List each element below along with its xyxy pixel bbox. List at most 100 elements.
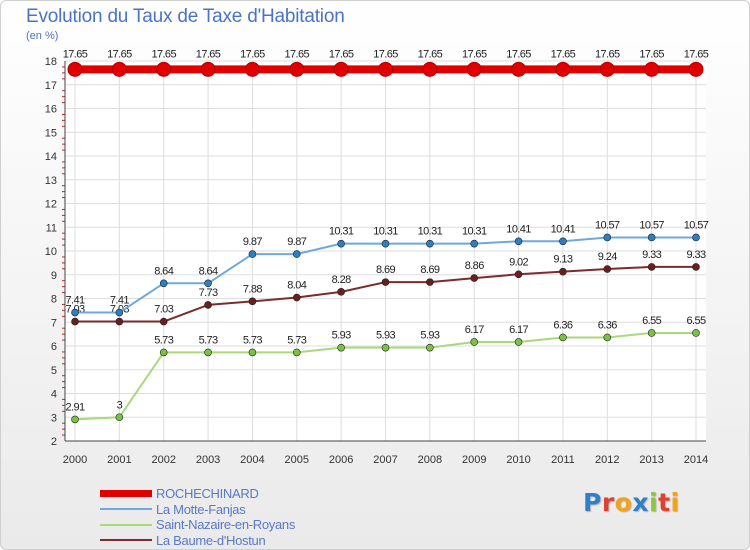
- data-point: [381, 343, 390, 352]
- data-label: 5.73: [287, 334, 306, 346]
- data-point: [378, 61, 393, 77]
- legend-label: La Baume-d'Hostun: [156, 532, 266, 548]
- data-point: [514, 237, 523, 246]
- data-point: [111, 61, 127, 77]
- data-label: 17.65: [329, 48, 354, 60]
- data-point: [603, 265, 612, 273]
- data-point: [381, 278, 390, 286]
- data-point: [514, 338, 523, 346]
- x-tick-label: 2011: [551, 454, 575, 466]
- data-label: 8.64: [154, 265, 173, 277]
- y-tick-label: 10: [45, 246, 57, 258]
- data-label: 5.93: [376, 330, 395, 342]
- series-saint-nazaire-en-royans: 2.91 3 5.73 5.73 5.73 5.73 5.93 5.93 5.93 6.17 6.1…: [65, 315, 707, 424]
- data-point: [71, 317, 79, 326]
- data-point: [381, 239, 390, 248]
- x-tick-label: 2007: [373, 454, 397, 466]
- data-label: 8.86: [465, 260, 484, 272]
- legend-swatch: [100, 523, 152, 526]
- data-point: [248, 250, 257, 258]
- legend-item-saint-nazaire-en-royans[interactable]: Saint-Nazaire-en-Royans: [100, 517, 295, 533]
- y-tick-label: 12: [45, 199, 57, 211]
- data-point: [337, 288, 345, 296]
- y-axis-unit-label: (en %): [26, 30, 59, 42]
- data-label: 10.57: [639, 219, 664, 231]
- data-label: 5.73: [243, 334, 262, 346]
- data-label: 10.31: [462, 226, 487, 238]
- data-point: [470, 239, 479, 248]
- data-point: [156, 61, 172, 77]
- y-tick-label: 14: [45, 151, 57, 163]
- data-label: 10.31: [418, 226, 443, 238]
- data-point: [466, 61, 482, 77]
- series-la-motte-fanjas: 7.41 7.41 8.64 8.64 9.87 9.87 10.31 10.31 10.31 1…: [65, 219, 709, 317]
- y-tick-label: 15: [45, 127, 57, 139]
- data-label: 5.93: [420, 330, 439, 342]
- logo-letter: i: [670, 488, 680, 517]
- data-label: 6.36: [598, 319, 617, 331]
- legend-label: ROCHECHINARD: [156, 486, 259, 502]
- chart-legend: ROCHECHINARD La Motte-Fanjas Saint-Nazai…: [100, 486, 295, 548]
- proxiti-logo: Proxiti: [583, 490, 680, 515]
- legend-item-la-motte-fanjas[interactable]: La Motte-Fanjas: [100, 502, 295, 518]
- data-label: 17.65: [285, 48, 310, 60]
- data-label: 6.17: [509, 324, 528, 336]
- data-point: [426, 343, 434, 352]
- data-point: [555, 61, 571, 77]
- y-tick-label: 9: [51, 270, 57, 282]
- y-tick-label: 7: [51, 317, 57, 329]
- data-label: 9.13: [553, 254, 572, 266]
- y-tick-label: 8: [51, 294, 57, 306]
- data-point: [67, 61, 83, 77]
- data-label: 17.65: [462, 48, 487, 60]
- data-point: [200, 61, 216, 77]
- data-point: [426, 239, 434, 248]
- data-label: 17.65: [63, 48, 88, 60]
- x-tick-label: 2002: [151, 454, 175, 466]
- data-label: 17.65: [107, 48, 132, 60]
- logo-letter: i: [649, 488, 659, 517]
- y-tick-label: 6: [51, 341, 57, 353]
- data-label: 10.31: [329, 226, 354, 238]
- data-point: [159, 317, 168, 326]
- data-label: 9.24: [598, 251, 617, 263]
- data-point: [204, 279, 212, 288]
- data-label: 7.73: [199, 287, 218, 299]
- x-tick-label: 2013: [639, 454, 663, 466]
- data-point: [692, 329, 700, 337]
- series-rochechinard: 17.65 17.65 17.65 17.65 17.65 17.65 17.65 17.65…: [63, 48, 709, 77]
- data-label: 17.65: [595, 48, 620, 60]
- data-label: 6.55: [686, 315, 705, 327]
- data-label: 17.65: [684, 48, 709, 60]
- data-point: [470, 338, 479, 346]
- data-point: [292, 250, 301, 258]
- data-label: 9.87: [243, 236, 262, 248]
- data-point: [470, 274, 479, 282]
- data-label: 17.65: [373, 48, 398, 60]
- legend-item-rochechinard[interactable]: ROCHECHINARD: [100, 486, 295, 502]
- data-point: [692, 263, 700, 271]
- legend-item-la-baume-d-hostun[interactable]: La Baume-d'Hostun: [100, 533, 295, 549]
- y-tick-label: 16: [45, 104, 57, 116]
- data-point: [337, 239, 345, 248]
- data-label: 5.73: [199, 334, 218, 346]
- y-tick-label: 3: [51, 412, 57, 424]
- data-label: 10.57: [684, 219, 709, 231]
- data-label: 9.02: [509, 256, 528, 268]
- logo-letter: t: [658, 488, 671, 517]
- data-point: [115, 317, 124, 326]
- legend-swatch: [100, 508, 152, 511]
- data-point: [115, 308, 124, 317]
- data-point: [248, 348, 257, 357]
- logo-letter: o: [614, 488, 633, 517]
- x-tick-label: 2008: [418, 454, 442, 466]
- data-point: [688, 61, 704, 77]
- data-label: 9.87: [287, 236, 306, 248]
- y-tick-label: 17: [45, 80, 57, 92]
- data-point: [159, 279, 168, 288]
- x-tick-label: 2003: [196, 454, 220, 466]
- data-label: 8.04: [287, 280, 306, 292]
- x-tick-label: 2012: [595, 454, 619, 466]
- data-point: [559, 237, 567, 246]
- data-label: 17.65: [506, 48, 531, 60]
